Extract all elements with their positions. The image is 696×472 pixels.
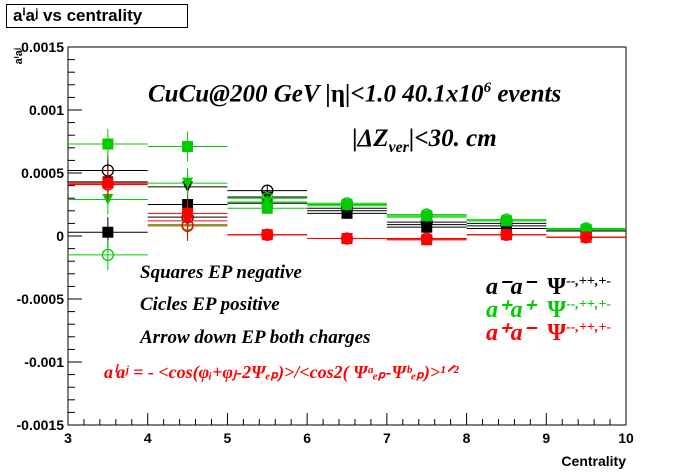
legend-black-psi: Ψ [547, 274, 567, 300]
x-tick-label: 4 [144, 430, 152, 446]
y-tick-label: 0 [56, 228, 64, 244]
data-marks [68, 128, 626, 271]
tick-labels: 3 4 5 6 7 8 9 10 -0.0015 -0.001 -0.0005 0 0.0005 0.00… [17, 39, 634, 446]
marker-triangle [421, 219, 433, 231]
legend-black-pair: a⁻a⁻ [486, 274, 536, 300]
legend-red-sup: --,++,+- [566, 320, 611, 335]
x-tick-label: 6 [303, 430, 311, 446]
x-tick-label: 8 [463, 430, 471, 446]
annotation-vertex-cut: |ΔZver|<30. cm [352, 125, 497, 157]
marker-triangle [421, 234, 433, 246]
marker-triangle [102, 178, 114, 190]
x-tick-label: 3 [64, 430, 72, 446]
marker-triangle [580, 224, 592, 236]
annotation-eta: η [330, 80, 346, 108]
x-axis-label: Centrality [561, 453, 626, 469]
marker-triangle [341, 233, 353, 245]
annotation-line2-suffix: |<30. cm [408, 125, 497, 152]
legend-green-psi: Ψ [547, 297, 567, 323]
x-tick-label: 10 [618, 430, 634, 446]
legend-red-pair: a⁺a⁻ [486, 320, 536, 346]
annotation-line1-mid: |<1.0 40.1x10 [345, 80, 484, 108]
x-tick-label: 5 [224, 430, 232, 446]
series-red-triangle [68, 169, 626, 246]
marker-circle [101, 248, 115, 262]
marker-square [261, 202, 273, 214]
annotation-exponent: 6 [483, 80, 492, 96]
annotation-arrows: Arrow down EP both charges [140, 327, 371, 348]
marker-triangle [261, 196, 273, 208]
y-axis-label: aⁱaʲ [12, 48, 25, 64]
legend-black: a⁻a⁻ Ψ--,++,+- [486, 272, 611, 301]
legend-green: a⁺a⁺ Ψ--,++,+- [486, 295, 611, 324]
annotation-circles: Cicles EP positive [140, 294, 280, 315]
annotation-line2-prefix: | [352, 125, 358, 152]
x-tick-label: 9 [542, 430, 550, 446]
legend-green-sup: --,++,+- [566, 297, 611, 312]
annotation-collision-info: CuCu@200 GeV |η|<1.0 40.1x106 events [148, 80, 561, 108]
marker-square [102, 138, 114, 150]
annotation-line1-suffix: events [491, 80, 562, 108]
y-tick-label: 0.0015 [21, 39, 64, 55]
marker-triangle [261, 229, 273, 241]
y-tick-label: 0.001 [29, 102, 64, 118]
marker-triangle [421, 211, 433, 223]
annotation-squares: Squares EP negative [140, 262, 302, 283]
marker-triangle [182, 177, 194, 189]
marker-triangle [500, 215, 512, 227]
chart-title: aⁱaʲ vs centrality [6, 4, 188, 28]
y-tick-label: -0.0005 [17, 291, 65, 307]
marker-square [182, 141, 194, 153]
marker-triangle [580, 231, 592, 243]
annotation-delta-z: ΔZ [357, 125, 389, 152]
y-tick-label: 0.0005 [21, 165, 64, 181]
legend-red-psi: Ψ [547, 320, 567, 346]
x-tick-label: 7 [383, 430, 391, 446]
marker-triangle [341, 200, 353, 212]
legend-red: a⁺a⁻ Ψ--,++,+- [486, 318, 611, 347]
annotation-line1-prefix: CuCu@200 GeV | [148, 80, 331, 108]
formula: aⁱaʲ = - <cos(φᵢ+φⱼ-2Ψₑₚ)>/<cos2( Ψᵃₑₚ-Ψ… [104, 362, 459, 382]
y-tick-label: -0.0015 [17, 417, 65, 433]
y-tick-label: -0.001 [24, 354, 64, 370]
annotation-ver-subscript: ver [388, 139, 409, 156]
marker-triangle [500, 229, 512, 241]
legend-black-sup: --,++,+- [566, 274, 611, 289]
marker-triangle [182, 215, 194, 227]
legend-green-pair: a⁺a⁺ [486, 297, 536, 323]
axes-frame [67, 46, 627, 426]
marker-square [102, 226, 114, 238]
